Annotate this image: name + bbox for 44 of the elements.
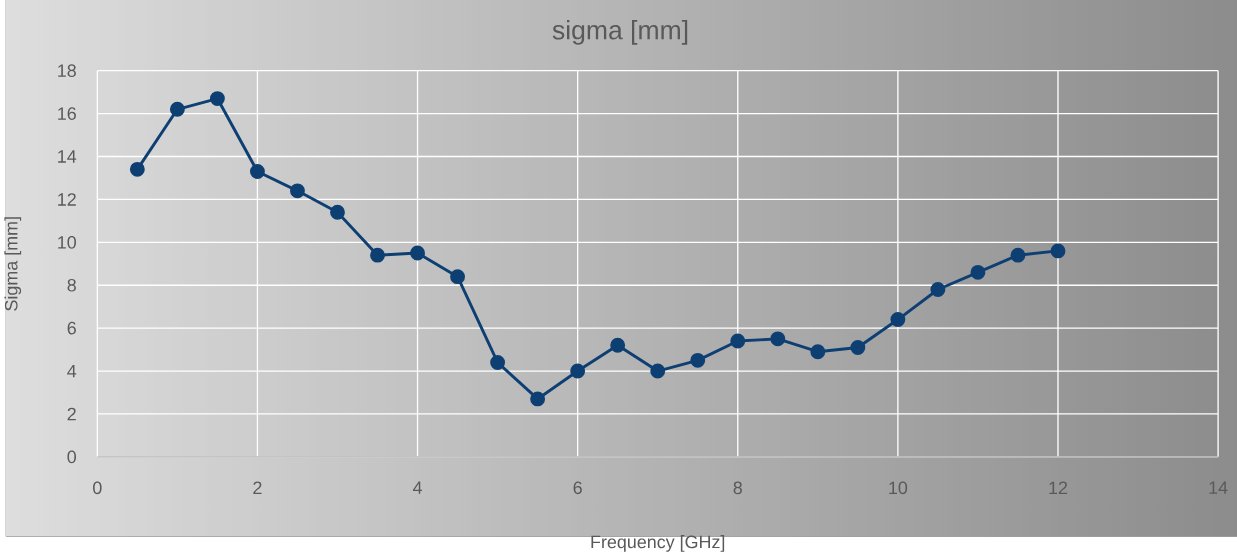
point (730, 333, 746, 349)
y-tick-label: 18 (58, 64, 76, 77)
x-tick-label: 4 (412, 481, 423, 494)
x-tick-label: 12 (1049, 481, 1068, 494)
point (490, 354, 506, 370)
point (890, 312, 906, 327)
point (370, 247, 385, 263)
y-tick-label: 10 (58, 235, 76, 249)
point (810, 344, 826, 360)
x-tick-label: 10 (889, 481, 908, 495)
point (290, 183, 305, 199)
y-tick-label: 0 (67, 450, 77, 464)
point (930, 281, 946, 297)
y-tick-label: 8 (67, 278, 76, 292)
point (970, 264, 986, 280)
x-tick-label: 2 (253, 481, 262, 494)
y-tick-label: 12 (58, 193, 76, 206)
y-tick-label: 6 (67, 321, 76, 335)
point (330, 204, 345, 220)
point (129, 161, 145, 177)
point (1010, 247, 1026, 263)
point (1050, 243, 1066, 259)
y-tick-label: 16 (58, 107, 76, 120)
y-tick-label: 4 (67, 364, 77, 378)
point (690, 352, 706, 368)
point (770, 331, 786, 347)
chart-title: sigma [mm] (552, 19, 688, 45)
point (610, 337, 626, 353)
point (530, 391, 546, 407)
point (250, 163, 265, 179)
point (570, 363, 586, 379)
point (209, 91, 225, 106)
y-tick-label: 2 (67, 407, 76, 421)
y-tick-label: 14 (58, 150, 77, 163)
x-tick-label: 6 (573, 481, 582, 495)
x-tick-label: 8 (733, 481, 742, 495)
x-tick-label: 0 (93, 481, 102, 495)
point (450, 269, 465, 284)
point (650, 363, 666, 379)
point (410, 245, 425, 261)
y-axis-title: Sigma [mm] (4, 217, 22, 311)
x-axis-title: Frequency [GHz] (591, 535, 725, 552)
point (850, 339, 866, 355)
point (169, 101, 185, 117)
